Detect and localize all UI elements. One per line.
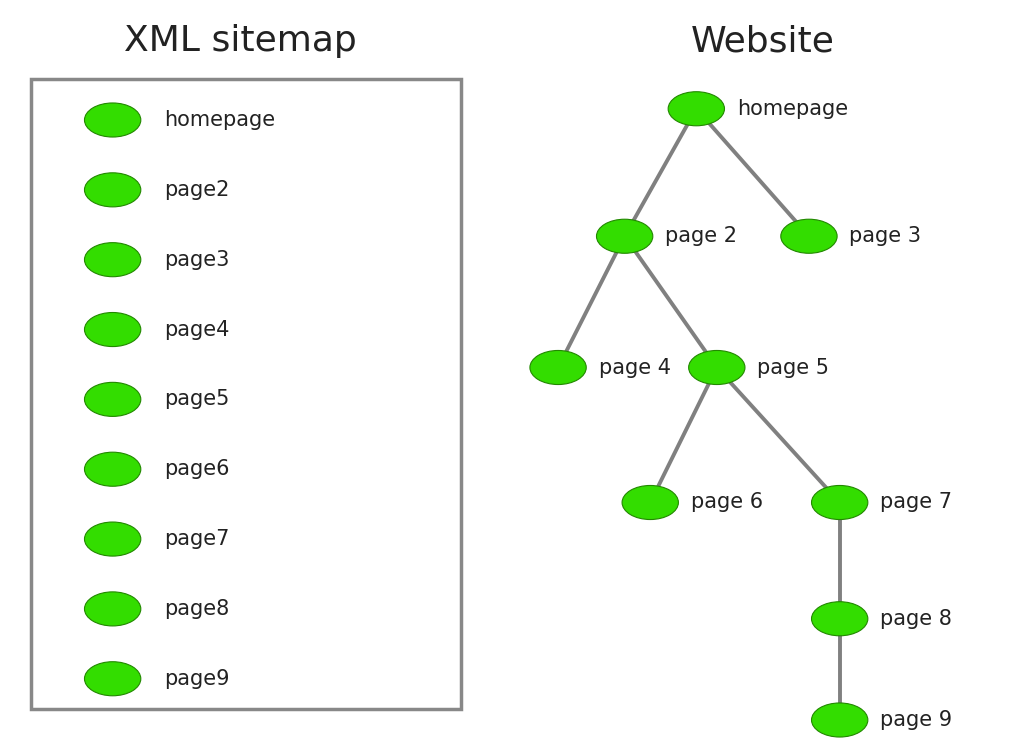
Text: XML sitemap: XML sitemap xyxy=(124,24,357,58)
Ellipse shape xyxy=(84,103,141,137)
Ellipse shape xyxy=(622,485,678,520)
Text: page5: page5 xyxy=(164,389,229,410)
Text: Website: Website xyxy=(691,24,835,58)
Text: page 7: page 7 xyxy=(880,493,952,512)
Ellipse shape xyxy=(84,522,141,556)
Ellipse shape xyxy=(84,452,141,486)
Ellipse shape xyxy=(596,219,653,254)
Ellipse shape xyxy=(781,219,838,254)
Text: page 6: page 6 xyxy=(690,493,763,512)
Text: page7: page7 xyxy=(164,529,229,549)
Text: page 8: page 8 xyxy=(880,609,952,628)
Ellipse shape xyxy=(530,350,586,385)
Text: page4: page4 xyxy=(164,320,229,340)
Text: page2: page2 xyxy=(164,180,229,200)
Ellipse shape xyxy=(688,350,744,385)
Text: page9: page9 xyxy=(164,669,229,688)
Ellipse shape xyxy=(84,313,141,346)
Ellipse shape xyxy=(811,602,867,636)
Ellipse shape xyxy=(811,703,867,737)
Ellipse shape xyxy=(84,382,141,416)
Text: page6: page6 xyxy=(164,459,229,479)
Ellipse shape xyxy=(811,485,867,520)
Text: page8: page8 xyxy=(164,599,229,619)
Text: page 4: page 4 xyxy=(598,358,671,377)
Text: page 5: page 5 xyxy=(757,358,829,377)
FancyBboxPatch shape xyxy=(31,79,461,709)
Text: page 2: page 2 xyxy=(666,226,737,246)
Text: page 9: page 9 xyxy=(880,710,952,730)
Ellipse shape xyxy=(669,92,725,126)
Ellipse shape xyxy=(84,172,141,207)
Ellipse shape xyxy=(84,243,141,277)
Text: homepage: homepage xyxy=(737,99,848,118)
Text: homepage: homepage xyxy=(164,110,275,130)
Text: page3: page3 xyxy=(164,250,229,270)
Text: page 3: page 3 xyxy=(850,226,922,246)
Ellipse shape xyxy=(84,592,141,626)
Ellipse shape xyxy=(84,662,141,696)
